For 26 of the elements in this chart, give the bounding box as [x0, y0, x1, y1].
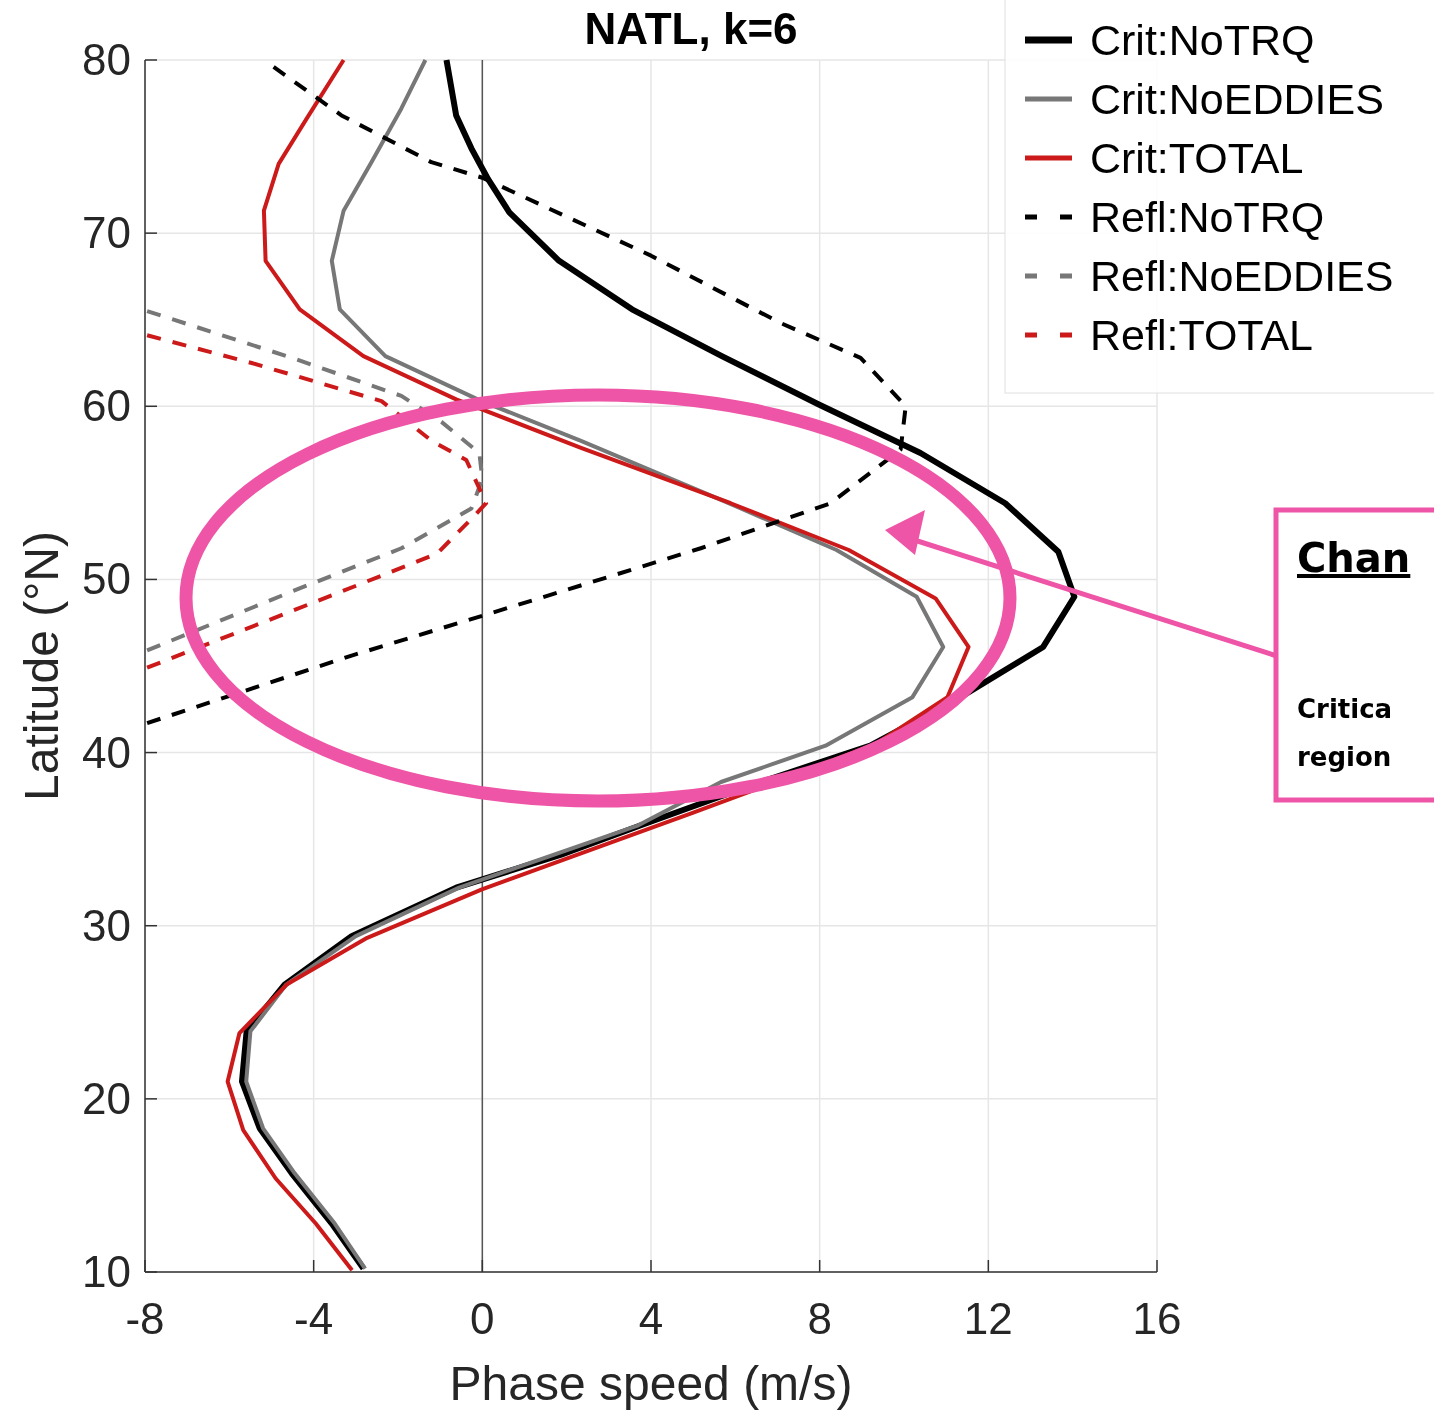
legend-label: Refl:NoEDDIES — [1090, 252, 1394, 300]
legend-label: Crit:NoEDDIES — [1090, 75, 1384, 123]
y-tick-label: 10 — [82, 1247, 131, 1296]
y-tick-label: 80 — [82, 35, 131, 84]
x-tick-label: 12 — [963, 1294, 1013, 1343]
legend-label: Refl:TOTAL — [1090, 311, 1314, 359]
y-axis-title: Latitude (°N) — [15, 531, 68, 801]
y-tick-label: 20 — [82, 1073, 131, 1123]
text: Critica region — [1297, 694, 1393, 772]
y-tick-label: 50 — [82, 554, 131, 604]
x-tick-label: 8 — [807, 1294, 832, 1343]
y-tick-label: 60 — [82, 381, 131, 431]
chart-title: NATL, k=6 — [584, 4, 798, 53]
legend-label: Crit:TOTAL — [1090, 134, 1304, 182]
x-axis-title: Phase speed (m/s) — [449, 1357, 853, 1410]
x-tick-label: -8 — [125, 1294, 165, 1343]
y-tick-label: 30 — [82, 900, 131, 950]
y-tick-label: 70 — [82, 208, 131, 258]
x-tick-label: -4 — [294, 1294, 334, 1343]
legend-label: Refl:NoTRQ — [1090, 193, 1325, 241]
text: Chan — [1297, 535, 1411, 581]
x-tick-label: 4 — [638, 1294, 664, 1343]
x-tick-label: 0 — [470, 1294, 495, 1343]
x-tick-label: 16 — [1132, 1294, 1182, 1343]
y-tick-label: 40 — [82, 727, 131, 777]
legend-label: Crit:NoTRQ — [1090, 16, 1315, 64]
